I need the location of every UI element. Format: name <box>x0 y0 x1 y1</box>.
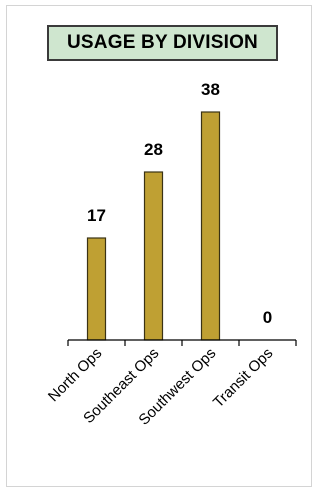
bar-southwest-ops <box>200 111 221 341</box>
data-label-southeast-ops: 28 <box>144 140 163 159</box>
category-label-north-ops: North Ops <box>45 345 105 405</box>
bar-north-ops <box>86 237 107 341</box>
data-label-southwest-ops: 38 <box>201 80 220 99</box>
data-label-transit-ops: 0 <box>263 308 272 327</box>
bar-southeast-ops <box>143 171 164 341</box>
data-labels-group: 17 28 38 0 <box>87 80 272 327</box>
category-label-transit-ops: Transit Ops <box>210 345 276 411</box>
chart-title: USAGE BY DIVISION <box>47 25 278 61</box>
x-axis-group <box>67 339 297 346</box>
bars-group <box>86 111 221 341</box>
data-label-north-ops: 17 <box>87 206 106 225</box>
